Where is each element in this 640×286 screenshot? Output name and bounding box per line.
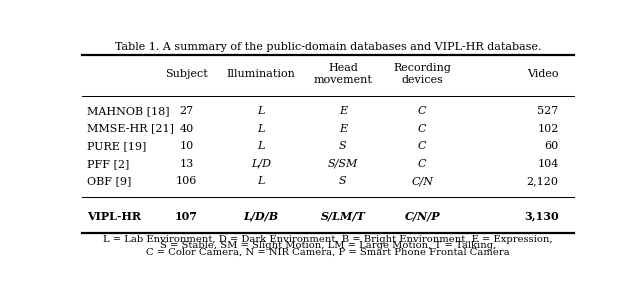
Text: 3,130: 3,130 (524, 210, 559, 221)
Text: 27: 27 (180, 106, 194, 116)
Text: S: S (339, 141, 347, 151)
Text: Table 1. A summary of the public-domain databases and VIPL-HR database.: Table 1. A summary of the public-domain … (115, 42, 541, 52)
Text: OBF [9]: OBF [9] (88, 176, 132, 186)
Text: C: C (418, 106, 426, 116)
Text: 104: 104 (537, 159, 559, 169)
Text: 106: 106 (176, 176, 197, 186)
Text: MMSE-HR [21]: MMSE-HR [21] (88, 124, 175, 134)
Text: L/D: L/D (251, 159, 271, 169)
Text: 102: 102 (537, 124, 559, 134)
Text: E: E (339, 106, 347, 116)
Text: C/N: C/N (412, 176, 433, 186)
Text: 60: 60 (545, 141, 559, 151)
Text: L: L (257, 141, 265, 151)
Text: L = Lab Environment, D = Dark Environment, B = Bright Environment, E = Expressio: L = Lab Environment, D = Dark Environmen… (103, 235, 553, 244)
Text: MAHNOB [18]: MAHNOB [18] (88, 106, 170, 116)
Text: L: L (257, 176, 265, 186)
Text: Subject: Subject (165, 69, 208, 79)
Text: S/LM/T: S/LM/T (321, 210, 365, 221)
Text: 13: 13 (179, 159, 194, 169)
Text: 2,120: 2,120 (527, 176, 559, 186)
Text: 107: 107 (175, 210, 198, 221)
Text: 40: 40 (179, 124, 194, 134)
Text: L: L (257, 106, 265, 116)
Text: 527: 527 (538, 106, 559, 116)
Text: C = Color Camera, N = NIR Camera, P = Smart Phone Frontal Camera: C = Color Camera, N = NIR Camera, P = Sm… (146, 247, 510, 256)
Text: L: L (257, 124, 265, 134)
Text: Head
movement: Head movement (314, 63, 372, 85)
Text: C: C (418, 124, 426, 134)
Text: S = Stable, SM = Slight Motion, LM = Large Motion, T = Talking,: S = Stable, SM = Slight Motion, LM = Lar… (160, 241, 496, 250)
Text: Video: Video (527, 69, 559, 79)
Text: 10: 10 (179, 141, 194, 151)
Text: L/D/B: L/D/B (243, 210, 278, 221)
Text: Recording
devices: Recording devices (394, 63, 451, 85)
Text: C: C (418, 159, 426, 169)
Text: PURE [19]: PURE [19] (88, 141, 147, 151)
Text: E: E (339, 124, 347, 134)
Text: PFF [2]: PFF [2] (88, 159, 130, 169)
Text: C: C (418, 141, 426, 151)
Text: S/SM: S/SM (328, 159, 358, 169)
Text: VIPL-HR: VIPL-HR (88, 210, 141, 221)
Text: S: S (339, 176, 347, 186)
Text: Illumination: Illumination (227, 69, 296, 79)
Text: C/N/P: C/N/P (404, 210, 440, 221)
